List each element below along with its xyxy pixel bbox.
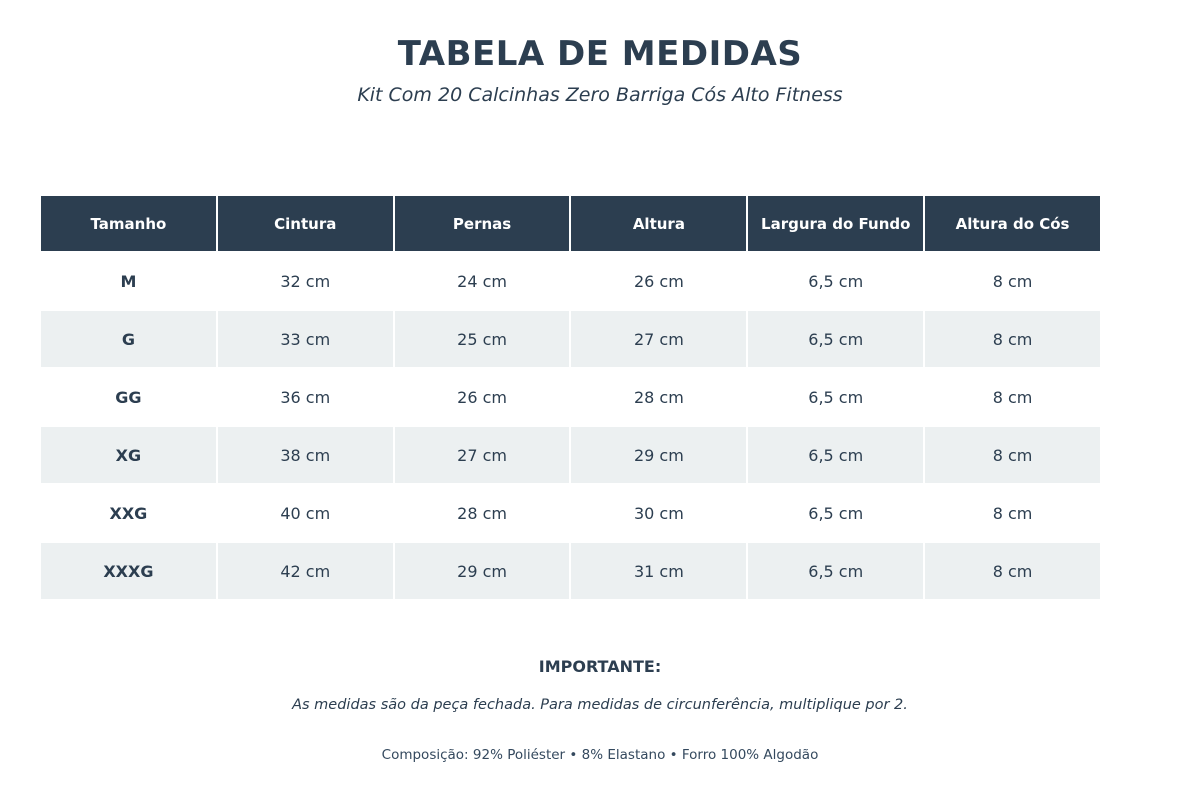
legs-cell: 26 cm (392, 367, 572, 427)
waist-cell: 36 cm (215, 367, 395, 427)
height-cell: 29 cm (569, 425, 749, 485)
legs-cell: 29 cm (392, 541, 572, 601)
gusset-width-cell: 6,5 cm (746, 541, 926, 601)
legs-cell: 28 cm (392, 483, 572, 543)
composition-text: Composição: 92% Poliéster • 8% Elastano … (381, 747, 819, 763)
table-body: M 32 cm 24 cm 26 cm 6,5 cm 8 cm G 33 cm … (39, 251, 1102, 601)
waist-cell: 32 cm (215, 251, 395, 311)
important-note: As medidas são da peça fechada. Para med… (292, 697, 908, 713)
height-cell: 31 cm (569, 541, 749, 601)
waistband-height-cell: 8 cm (923, 309, 1102, 369)
size-cell: XG (39, 425, 218, 485)
waist-cell: 40 cm (215, 483, 395, 543)
gusset-width-cell: 6,5 cm (746, 483, 926, 543)
table-header-row: Tamanho Cintura Pernas Altura Largura do… (39, 194, 1102, 253)
height-cell: 30 cm (569, 483, 749, 543)
table-row: XXXG 42 cm 29 cm 31 cm 6,5 cm 8 cm (39, 541, 1102, 601)
legs-cell: 24 cm (392, 251, 572, 311)
gusset-width-cell: 6,5 cm (746, 309, 926, 369)
column-header-waist: Cintura (215, 194, 395, 253)
column-header-waistband-height: Altura do Cós (923, 194, 1102, 253)
size-cell: XXXG (39, 541, 218, 601)
waistband-height-cell: 8 cm (923, 251, 1102, 311)
column-header-gusset-width: Largura do Fundo (746, 194, 926, 253)
table-row: XXG 40 cm 28 cm 30 cm 6,5 cm 8 cm (39, 483, 1102, 543)
size-cell: G (39, 309, 218, 369)
page-subtitle: Kit Com 20 Calcinhas Zero Barriga Cós Al… (357, 84, 843, 106)
table-row: XG 38 cm 27 cm 29 cm 6,5 cm 8 cm (39, 425, 1102, 485)
legs-cell: 25 cm (392, 309, 572, 369)
table-header: Tamanho Cintura Pernas Altura Largura do… (39, 194, 1102, 253)
waist-cell: 33 cm (215, 309, 395, 369)
legs-cell: 27 cm (392, 425, 572, 485)
height-cell: 26 cm (569, 251, 749, 311)
height-cell: 28 cm (569, 367, 749, 427)
waistband-height-cell: 8 cm (923, 483, 1102, 543)
waistband-height-cell: 8 cm (923, 541, 1102, 601)
important-heading: IMPORTANTE: (538, 657, 662, 676)
waist-cell: 38 cm (215, 425, 395, 485)
column-header-height: Altura (569, 194, 749, 253)
waist-cell: 42 cm (215, 541, 395, 601)
table-row: GG 36 cm 26 cm 28 cm 6,5 cm 8 cm (39, 367, 1102, 427)
table-row: M 32 cm 24 cm 26 cm 6,5 cm 8 cm (39, 251, 1102, 311)
size-cell: M (39, 251, 218, 311)
gusset-width-cell: 6,5 cm (746, 425, 926, 485)
gusset-width-cell: 6,5 cm (746, 251, 926, 311)
column-header-legs: Pernas (392, 194, 572, 253)
column-header-size: Tamanho (39, 194, 218, 253)
table-row: G 33 cm 25 cm 27 cm 6,5 cm 8 cm (39, 309, 1102, 369)
size-cell: XXG (39, 483, 218, 543)
waistband-height-cell: 8 cm (923, 367, 1102, 427)
page-title: TABELA DE MEDIDAS (397, 34, 803, 74)
size-chart-table: Tamanho Cintura Pernas Altura Largura do… (39, 194, 1102, 601)
gusset-width-cell: 6,5 cm (746, 367, 926, 427)
size-cell: GG (39, 367, 218, 427)
height-cell: 27 cm (569, 309, 749, 369)
waistband-height-cell: 8 cm (923, 425, 1102, 485)
